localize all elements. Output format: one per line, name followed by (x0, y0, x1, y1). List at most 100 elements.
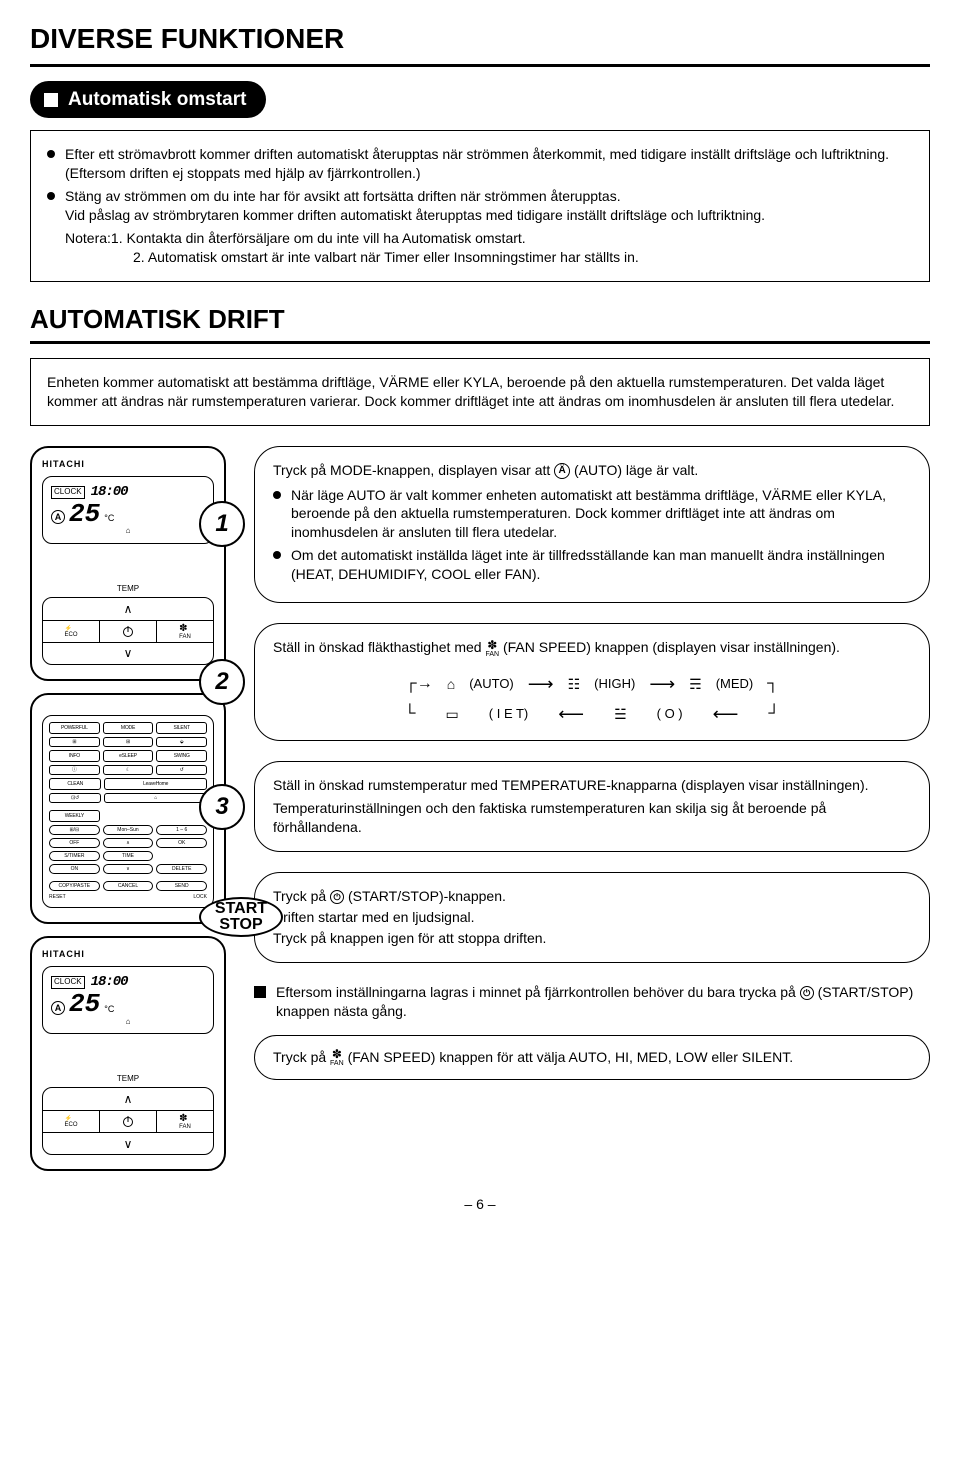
chevron-up-icon[interactable]: ∧ (124, 601, 133, 617)
o-label: ( O ) (657, 705, 683, 723)
step-1: 1 Tryck på MODE-knappen, displayen visar… (254, 446, 930, 603)
auto-icon: Ä (554, 463, 570, 479)
temp-unit: °C (104, 1003, 114, 1015)
arrow-icon: ⟵ (558, 702, 584, 726)
monsun-button[interactable]: Mon–Sun (103, 825, 154, 835)
power-icon[interactable] (123, 1117, 133, 1127)
step-bullet: När läge AUTO är valt kommer enheten aut… (273, 486, 911, 543)
arrow-icon: ⟵ (713, 702, 739, 726)
silent-button[interactable]: SILENT (156, 722, 207, 734)
btn[interactable]: ⊡↺ (49, 793, 101, 803)
down-button[interactable]: ∨ (103, 864, 154, 874)
med-label: (MED) (716, 675, 754, 693)
power-icon[interactable] (123, 627, 133, 637)
pill-label: Automatisk omstart (68, 87, 246, 113)
step-line: Tryck på ✽FAN (FAN SPEED) knappen för at… (273, 1048, 911, 1068)
temp-pad: ∧ ⚡ECO ✽FAN ∨ (42, 597, 214, 665)
brand: HITACHI (42, 948, 214, 960)
lcd: CLOCK 18:00 A 25 °C ⌂ (42, 476, 214, 544)
step-line: Temperaturinställningen och den faktiska… (273, 799, 911, 837)
step-2: 2 Ställ in önskad fläkthastighet med ✽FA… (254, 623, 930, 741)
off-button[interactable]: OFF (49, 838, 100, 848)
info-box-1: Efter ett strömavbrott kommer driften au… (30, 130, 930, 281)
info-button[interactable]: INFO (49, 750, 100, 762)
button-grid: POWERFUL MODE SILENT ⊞ ⊞ ⬙ INFO eSLEEP S… (42, 715, 214, 908)
eco-button[interactable]: ⚡ECO (64, 626, 77, 638)
weekly-button[interactable]: WEEKLY (49, 810, 100, 822)
mode-a-icon: A (51, 1001, 65, 1015)
note-line-2: 2. Automatisk omstart är inte valbart nä… (47, 248, 913, 267)
step-line: Driften startar med en ljudsignal. (273, 908, 911, 927)
med-speed-icon: ☴ (689, 675, 702, 694)
remote-top: HITACHI CLOCK 18:00 A 25 °C ⌂ TEMP ∧ ⚡EC… (30, 446, 226, 681)
note-text: Eftersom inställningarna lagras i minnet… (276, 983, 930, 1021)
btn[interactable]: ⊞/⊟ (49, 825, 100, 835)
powerful-button[interactable]: POWERFUL (49, 722, 100, 734)
high-label: (HIGH) (594, 675, 635, 693)
temp-label: TEMP (42, 1074, 214, 1085)
temp-label: TEMP (42, 584, 214, 595)
chevron-down-icon[interactable]: ∨ (124, 645, 133, 661)
step-text: Ställ in önskad fläkthastighet med ✽FAN … (273, 638, 911, 658)
fan-flow-bottom: └ ▭ ( I E T) ⟵ ☱ ( O ) ⟵ ┘ (273, 702, 911, 726)
btn[interactable]: ⬙ (156, 737, 207, 747)
step-bullet: Om det automatiskt inställda läget inte … (273, 546, 911, 584)
step-3: 3 Ställ in önskad rumstemperatur med TEM… (254, 761, 930, 852)
esleep-button[interactable]: eSLEEP (103, 750, 154, 762)
section-heading: AUTOMATISK DRIFT (30, 302, 930, 337)
iet-label: ( I E T) (489, 705, 528, 723)
on-button[interactable]: ON (49, 864, 100, 874)
btn[interactable]: ⊞ (49, 737, 100, 747)
step-badge-1: 1 (199, 501, 245, 547)
remote-mid: POWERFUL MODE SILENT ⊞ ⊞ ⬙ INFO eSLEEP S… (30, 693, 226, 924)
info-box-2: Enheten kommer automatiskt att bestämma … (30, 358, 930, 426)
btn[interactable]: ☾ (103, 765, 154, 775)
step-badge-3: 3 (199, 784, 245, 830)
fan-speed-icon: ✽FAN (330, 1048, 344, 1067)
fan-speed-icon: ✽FAN (485, 639, 499, 658)
note-text: Automatisk omstart är inte valbart när T… (148, 249, 639, 265)
onesix-button[interactable]: 1 – 6 (156, 825, 207, 835)
copy-button[interactable]: COPY/PASTE (49, 881, 100, 891)
step-line: Tryck på knappen igen för att stoppa dri… (273, 929, 911, 948)
fan-button[interactable]: ✽FAN (179, 1114, 191, 1130)
remote-bottom: HITACHI CLOCK 18:00 A 25 °C ⌂ TEMP ∧ ⚡EC… (30, 936, 226, 1171)
temp-value: 25 (69, 504, 100, 525)
btn[interactable]: ⌂ (104, 793, 207, 803)
chevron-down-icon[interactable]: ∨ (124, 1136, 133, 1152)
high-speed-icon: ☷ (568, 675, 581, 694)
power-icon: ⏻ (800, 986, 814, 1000)
note-label: Notera:1. (65, 230, 123, 246)
remote-column: HITACHI CLOCK 18:00 A 25 °C ⌂ TEMP ∧ ⚡EC… (30, 446, 226, 1172)
clock-label: CLOCK (51, 976, 85, 989)
auto-label: (AUTO) (469, 675, 514, 693)
btn[interactable]: ⊞ (103, 737, 154, 747)
step-line: Tryck på ⏻ (START/STOP)-knappen. (273, 887, 911, 906)
step-text: Tryck på MODE-knappen, displayen visar a… (273, 461, 911, 480)
delete-button[interactable]: DELETE (156, 864, 207, 874)
leavehome-button[interactable]: LeaveHome (104, 778, 207, 790)
fan-button[interactable]: ✽FAN (179, 624, 191, 640)
note-line: Notera:1. Kontakta din återförsäljare om… (47, 229, 913, 248)
mode-button[interactable]: MODE (103, 722, 154, 734)
btn[interactable]: ⓘ (49, 765, 100, 775)
bullet-text: Stäng av strömmen om du inte har för avs… (65, 188, 621, 204)
step-start-stop: START STOP Tryck på ⏻ (START/STOP)-knapp… (254, 872, 930, 963)
start-stop-badge: START STOP (199, 897, 283, 937)
temp-unit: °C (104, 512, 114, 524)
stimer-button[interactable]: S/TIMER (49, 851, 100, 861)
up-button[interactable]: ∧ (103, 838, 154, 848)
eco-button[interactable]: ⚡ECO (64, 1116, 77, 1128)
step-fan-last: Tryck på ✽FAN (FAN SPEED) knappen för at… (254, 1035, 930, 1081)
clean-button[interactable]: CLEAN (49, 778, 101, 790)
temp-value: 25 (69, 994, 100, 1015)
chevron-up-icon[interactable]: ∧ (124, 1091, 133, 1107)
ok-button[interactable]: OK (156, 838, 207, 848)
page-number: – 6 – (30, 1195, 930, 1214)
brand: HITACHI (42, 458, 214, 470)
section-pill: Automatisk omstart (30, 81, 266, 119)
send-button[interactable]: SEND (156, 881, 207, 891)
swing-button[interactable]: SWING (156, 750, 207, 762)
btn[interactable]: ↺ (156, 765, 207, 775)
cancel-button[interactable]: CANCEL (103, 881, 154, 891)
